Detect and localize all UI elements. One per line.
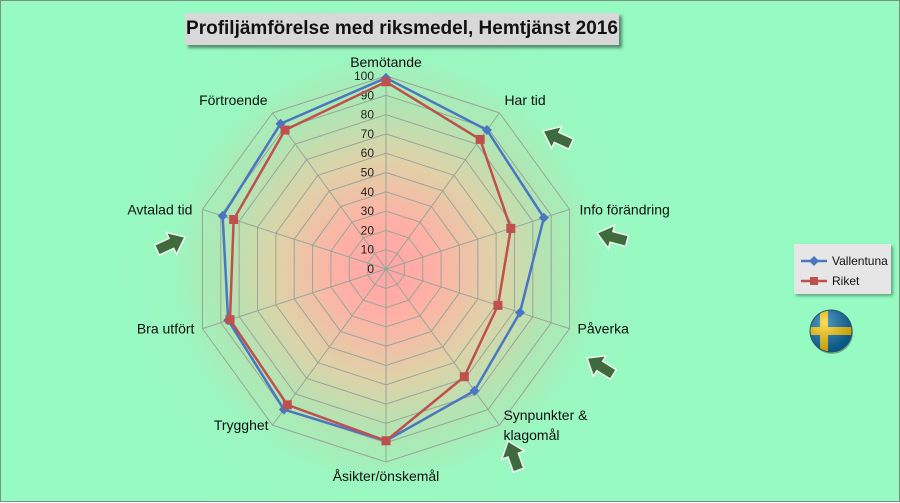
data-point-riket — [225, 315, 235, 325]
data-point-riket — [493, 300, 503, 310]
tick-label: 40 — [361, 185, 375, 199]
tick-label: 10 — [361, 243, 375, 257]
data-point-riket — [280, 125, 290, 135]
data-point-riket — [475, 134, 485, 144]
legend-label-vallentuna: Vallentuna — [832, 254, 888, 268]
data-point-vallentuna — [538, 212, 549, 223]
tick-label: 70 — [361, 127, 375, 141]
grid-spoke — [272, 268, 387, 426]
category-label: Bra utfört — [137, 321, 195, 337]
arrow-icon — [153, 231, 187, 257]
legend-entry-riket: Riket — [800, 273, 888, 289]
category-label: Avtalad tid — [127, 201, 192, 217]
tick-label: 20 — [361, 223, 375, 237]
tick-label: 30 — [361, 204, 375, 218]
arrow-icon — [585, 354, 618, 381]
data-point-vallentuna — [275, 118, 286, 129]
grid-spoke — [385, 268, 570, 330]
chart-title: Profiljämförelse med riksmedel, Hemtjäns… — [185, 13, 619, 45]
grid-spoke — [385, 208, 570, 270]
tick-label: 50 — [361, 166, 375, 180]
category-label: Bemötande — [350, 54, 422, 70]
category-label: Synpunkter & klagomål — [503, 407, 588, 443]
arrow-icon — [595, 223, 630, 251]
category-label: Påverka — [578, 321, 630, 337]
arrow-icon — [541, 125, 575, 151]
arrow-icon — [500, 439, 527, 473]
data-point-vallentuna — [514, 307, 525, 318]
data-point-riket — [229, 214, 239, 224]
legend-entry-vallentuna: Vallentuna — [800, 253, 888, 269]
category-label: Info förändring — [580, 201, 670, 217]
grid-spoke — [385, 268, 500, 426]
category-label: Har tid — [504, 92, 545, 108]
tick-label: 60 — [361, 146, 375, 160]
legend-label-riket: Riket — [832, 274, 860, 288]
data-point-riket — [459, 372, 469, 382]
data-point-riket — [381, 77, 391, 87]
tick-label: 100 — [354, 69, 374, 83]
data-point-riket — [506, 223, 516, 233]
category-label: Åsikter/önskemål — [333, 468, 440, 484]
data-point-riket — [381, 436, 391, 446]
data-point-riket — [282, 400, 292, 410]
data-point-vallentuna — [217, 210, 228, 221]
legend-symbol-riket — [801, 277, 827, 285]
tick-label: 80 — [361, 108, 375, 122]
category-label: Trygghet — [214, 417, 269, 433]
data-point-vallentuna — [469, 385, 480, 396]
data-point-vallentuna — [481, 125, 492, 136]
legend-symbol-vallentuna — [801, 256, 827, 266]
sweden-flag-icon — [809, 309, 853, 354]
legend: Vallentuna Riket — [794, 244, 891, 294]
grid-spoke — [272, 112, 387, 270]
tick-label: 0 — [367, 262, 374, 276]
category-label: Förtroende — [199, 92, 268, 108]
